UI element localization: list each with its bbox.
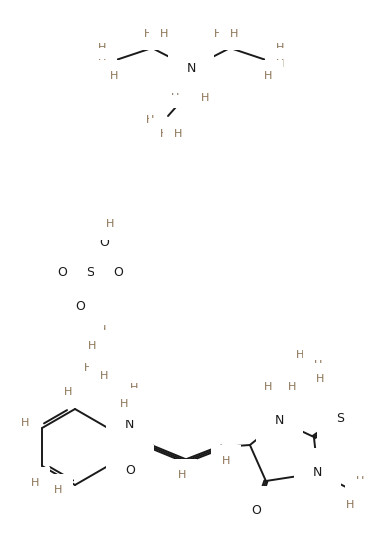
Text: H: H bbox=[106, 219, 114, 229]
Text: N: N bbox=[125, 418, 134, 430]
Text: S: S bbox=[86, 265, 94, 278]
Text: H: H bbox=[160, 129, 168, 139]
Text: H: H bbox=[356, 490, 364, 500]
Text: H: H bbox=[264, 71, 272, 81]
Text: H: H bbox=[356, 476, 364, 486]
Text: H: H bbox=[288, 382, 296, 392]
Text: H: H bbox=[88, 341, 96, 351]
Text: H: H bbox=[98, 43, 106, 53]
Text: H: H bbox=[230, 29, 238, 39]
Text: H: H bbox=[276, 59, 284, 69]
Text: H: H bbox=[31, 478, 39, 488]
Text: H: H bbox=[214, 29, 222, 39]
Text: H: H bbox=[98, 325, 106, 335]
Text: H: H bbox=[178, 470, 186, 480]
Text: H: H bbox=[171, 87, 179, 97]
Text: N: N bbox=[313, 466, 322, 479]
Text: H: H bbox=[201, 93, 209, 103]
Text: H: H bbox=[64, 387, 72, 397]
Text: H: H bbox=[54, 485, 62, 495]
Text: H: H bbox=[346, 500, 354, 510]
Text: O: O bbox=[125, 464, 135, 477]
Text: H: H bbox=[144, 29, 152, 39]
Text: H: H bbox=[174, 129, 182, 139]
Text: S: S bbox=[336, 412, 344, 425]
Text: H: H bbox=[160, 29, 168, 39]
Text: O: O bbox=[251, 505, 261, 518]
Text: H: H bbox=[222, 456, 230, 466]
Text: O: O bbox=[113, 265, 123, 278]
Text: N: N bbox=[186, 62, 196, 74]
Text: H: H bbox=[264, 382, 272, 392]
Text: H: H bbox=[21, 418, 29, 428]
Text: H: H bbox=[120, 399, 128, 409]
Text: H: H bbox=[84, 363, 92, 373]
Text: H: H bbox=[296, 350, 304, 360]
Text: O: O bbox=[75, 300, 85, 312]
Text: N: N bbox=[275, 414, 285, 428]
Text: H: H bbox=[110, 71, 118, 81]
Text: H: H bbox=[314, 360, 322, 370]
Text: H: H bbox=[276, 43, 284, 53]
Text: H: H bbox=[316, 374, 324, 384]
Text: H: H bbox=[100, 371, 108, 381]
Text: H: H bbox=[130, 383, 138, 393]
Text: O: O bbox=[99, 235, 109, 248]
Text: H: H bbox=[146, 115, 154, 125]
Text: H: H bbox=[98, 59, 106, 69]
Text: O: O bbox=[57, 265, 67, 278]
